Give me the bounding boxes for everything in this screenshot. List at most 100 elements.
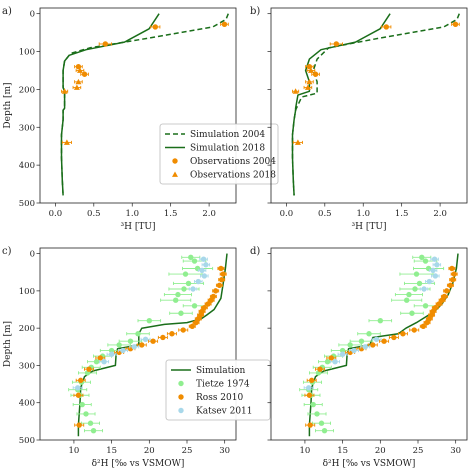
point-observations-2018 xyxy=(75,78,82,85)
legend-a: Simulation 2004 Simulation 2018 Observatio… xyxy=(159,123,279,185)
legend-swatch-observations-2004 xyxy=(172,158,178,164)
point-tietze-1974 xyxy=(347,342,353,348)
data-layer-a xyxy=(60,13,229,196)
point-observations-2018 xyxy=(292,88,299,94)
x-axis-label: δ²H [‰ vs VSMOW] xyxy=(92,459,185,469)
point-tietze-1974 xyxy=(377,317,384,324)
point-observations-2004 xyxy=(221,21,228,27)
legend-swatch-ross-2010 xyxy=(178,394,184,400)
point-ross-2010 xyxy=(447,282,454,288)
point-observations-2004 xyxy=(312,71,319,77)
x-tick-label: 0.0 xyxy=(49,209,63,219)
point-ross-2010 xyxy=(307,422,313,428)
point-tietze-1974 xyxy=(358,338,365,344)
point-tietze-1974 xyxy=(324,359,331,365)
point-katsev-2011 xyxy=(431,256,438,262)
point-ross-2010 xyxy=(449,276,456,283)
point-ross-2010 xyxy=(306,392,313,398)
point-katsev-2011 xyxy=(430,267,436,274)
y-tick-label: 300 xyxy=(19,361,35,371)
y-tick-label: 200 xyxy=(19,324,35,334)
point-tietze-1974 xyxy=(406,291,412,298)
point-tietze-1974 xyxy=(116,342,122,348)
y-tick-label: 400 xyxy=(19,399,35,409)
point-katsev-2011 xyxy=(203,262,209,268)
x-tick-label: 0.0 xyxy=(280,209,294,219)
x-tick-label: 25 xyxy=(413,446,424,456)
point-ross-2010 xyxy=(370,342,376,348)
x-tick-label: 30 xyxy=(450,446,461,456)
x-tick-label: 10 xyxy=(69,446,80,456)
point-observations-2004 xyxy=(152,24,158,30)
point-tietze-1974 xyxy=(93,359,100,365)
data-layer-d xyxy=(299,253,459,437)
y-tick-label: 0 xyxy=(30,10,35,20)
point-observations-2018 xyxy=(294,139,301,145)
point-tietze-1974 xyxy=(310,401,316,408)
x-tick-label: 20 xyxy=(144,446,155,456)
x-tick-label: 15 xyxy=(337,446,348,456)
point-katsev-2011 xyxy=(421,286,427,292)
point-katsev-2011 xyxy=(332,359,338,365)
point-ross-2010 xyxy=(97,355,104,361)
point-ross-2010 xyxy=(328,355,335,361)
point-ross-2010 xyxy=(220,271,226,277)
legend-label-ross-2010: Ross 2010 xyxy=(196,393,243,403)
legend-swatch-katsev-2011 xyxy=(178,407,184,414)
panel-d: d) 10 15 20 25 30 δ²H [‰ vs VSMOW] xyxy=(250,246,468,469)
axes-frame-b xyxy=(270,7,468,204)
x-tick-label: 20 xyxy=(375,446,386,456)
axes-frame-d xyxy=(270,247,468,441)
y-tick-label: 500 xyxy=(19,436,35,446)
point-ross-2010 xyxy=(208,297,214,303)
point-tietze-1974 xyxy=(366,331,372,337)
data-layer-c xyxy=(68,253,228,437)
series-line-simulation-2018 xyxy=(60,13,160,196)
y-tick-label: 100 xyxy=(19,48,35,58)
legend-label-tietze-1974: Tietze 1974 xyxy=(196,380,250,390)
legend-label-simulation-2004: Simulation 2004 xyxy=(190,130,265,140)
point-ross-2010 xyxy=(218,265,224,272)
point-katsev-2011 xyxy=(142,336,149,343)
point-ross-2010 xyxy=(400,331,406,337)
x-tick-label: 1.0 xyxy=(356,209,370,219)
point-observations-2018 xyxy=(304,84,311,90)
legend-c: Simulation Tietze 1974 Ross 2010 Katsev 201… xyxy=(165,359,271,421)
x-tick-label: 1.0 xyxy=(125,209,139,219)
point-observations-2004 xyxy=(102,41,109,47)
point-tietze-1974 xyxy=(413,271,420,277)
point-katsev-2011 xyxy=(339,351,346,357)
point-tietze-1974 xyxy=(422,303,429,309)
y-tick-label: 400 xyxy=(19,161,35,171)
point-ross-2010 xyxy=(420,323,426,329)
point-katsev-2011 xyxy=(432,273,439,279)
point-ross-2010 xyxy=(86,366,92,372)
legend-swatch-observations-2018 xyxy=(172,171,178,177)
point-katsev-2011 xyxy=(373,336,380,343)
point-ross-2010 xyxy=(189,323,195,329)
point-tietze-1974 xyxy=(419,254,425,261)
panel-label-d: d) xyxy=(250,246,260,257)
point-ross-2010 xyxy=(216,282,223,288)
series-line-simulation-2018 xyxy=(291,13,391,196)
series-line-simulation-2004 xyxy=(291,13,460,196)
point-tietze-1974 xyxy=(87,420,94,426)
point-tietze-1974 xyxy=(412,286,418,292)
panel-label-b: b) xyxy=(250,6,260,17)
point-tietze-1974 xyxy=(403,297,410,303)
x-axis-label: δ²H [‰ vs VSMOW] xyxy=(323,459,416,469)
x-tick-label: 10 xyxy=(300,446,311,456)
panel-b: b) 0.0 0.5 1.0 1.5 2.0 ³H [TU] xyxy=(250,6,468,232)
point-tietze-1974 xyxy=(146,317,153,324)
point-tietze-1974 xyxy=(178,310,184,316)
point-ross-2010 xyxy=(218,276,225,283)
point-ross-2010 xyxy=(381,338,387,344)
legend-label-observations-2004: Observations 2004 xyxy=(190,157,276,167)
point-tietze-1974 xyxy=(321,427,328,434)
legend-label-simulation-2018: Simulation 2018 xyxy=(190,144,265,154)
point-tietze-1974 xyxy=(318,420,325,426)
point-katsev-2011 xyxy=(120,347,126,354)
legend-label-simulation: Simulation xyxy=(196,366,246,376)
panel-a: a) 0.0 0.5 1.0 1.5 2.0 0 100 200 300 400 500 ³H [TU]… xyxy=(2,6,279,232)
axes-frame-c xyxy=(39,247,237,441)
